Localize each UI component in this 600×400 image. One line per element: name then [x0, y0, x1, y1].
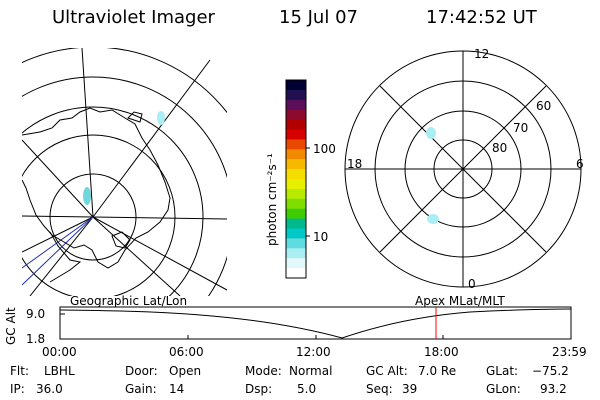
colorbar-band: [286, 248, 306, 259]
gc-alt-label: GC Alt:: [366, 364, 408, 378]
colorbar-band: [286, 129, 306, 140]
coastline: [127, 111, 143, 123]
meridian-line: [81, 48, 94, 218]
geographic-map: [22, 48, 227, 296]
glat-value: −75.2: [532, 364, 569, 378]
mode-label: Mode:: [245, 364, 282, 378]
dsp-label: Dsp:: [245, 382, 273, 396]
colorbar-band: [286, 80, 306, 91]
glat-label: GLat:: [486, 364, 519, 378]
colorbar-tick-label: 100: [313, 142, 336, 156]
blue-line: [22, 216, 94, 286]
colorbar-frame: [285, 79, 307, 279]
door-value: Open: [169, 364, 202, 378]
altitude-curve: [59, 308, 572, 339]
colorbar-band: [286, 198, 306, 210]
blue-line: [22, 216, 94, 269]
coastline: [49, 231, 82, 283]
colorbar-band: [286, 109, 306, 121]
coastline: [22, 107, 171, 269]
colorbar-band: [286, 119, 306, 130]
meridian-line: [22, 216, 94, 253]
glon-label: GLon:: [486, 382, 521, 396]
colorbar-band: [286, 228, 306, 239]
colorbar-band: [286, 139, 306, 150]
mlat-label-70: 70: [513, 121, 529, 135]
colorbar-band: [286, 99, 306, 111]
filter-value: LBHL: [44, 364, 75, 378]
time-label: 17:42:52 UT: [426, 7, 537, 28]
meridian-line: [92, 216, 227, 220]
colorbar-band: [286, 268, 306, 279]
timeline-xtick-label: 12:00: [296, 345, 331, 359]
timeline-xtick-label: 06:00: [169, 345, 204, 359]
colorbar-band: [286, 218, 306, 229]
geographic-caption: Geographic Lat/Lon: [70, 294, 188, 308]
glon-value: 93.2: [540, 382, 567, 396]
mlt-label-6: 6: [576, 157, 584, 171]
meridian-line: [92, 216, 227, 291]
aurora-blob: [157, 111, 165, 125]
gc-alt-value: 7.0 Re: [418, 364, 457, 378]
meridian-line: [29, 216, 94, 296]
latitude-circle: [22, 134, 176, 296]
colorbar-band: [286, 188, 306, 200]
aurora-blob: [427, 214, 439, 224]
latitude-circle: [22, 76, 227, 296]
mlt-line: [379, 85, 547, 253]
timeline-ytick-label: 9.0: [26, 307, 46, 321]
gain-label: Gain:: [125, 382, 157, 396]
colorbar-band: [286, 159, 306, 170]
mode-value: Normal: [289, 364, 333, 378]
colorbar-band: [286, 89, 306, 101]
colorbar: [286, 80, 306, 279]
colorbar-unit-label: photon cm⁻²s⁻¹: [265, 153, 279, 246]
filter-label: Flt:: [10, 364, 29, 378]
colorbar-band: [286, 208, 306, 220]
colorbar-band: [286, 149, 306, 160]
timeline-xtick-label: 00:00: [42, 345, 77, 359]
ip-value: 36.0: [36, 382, 63, 396]
colorbar-band: [286, 258, 306, 269]
door-label: Door:: [125, 364, 158, 378]
mlt-label-0: 0: [468, 277, 476, 291]
date-label: 15 Jul 07: [279, 7, 358, 28]
aurora-blob: [83, 187, 91, 205]
timeline-plot: [59, 306, 572, 340]
timeline-ytick-label: 1.8: [26, 332, 46, 346]
mlt-label-18: 18: [347, 157, 363, 171]
mlat-mlt-map: [344, 50, 582, 288]
coastline: [111, 231, 131, 249]
gain-value: 14: [169, 382, 185, 396]
dsp-value: 5.0: [297, 382, 317, 396]
meridian-line: [22, 139, 94, 218]
latitude-circle: [22, 106, 204, 296]
instrument-title: Ultraviolet Imager: [52, 7, 215, 28]
timeline-xtick-label: 18:00: [424, 345, 459, 359]
mlat-label-80: 80: [492, 141, 508, 155]
seq-value: 39: [402, 382, 418, 396]
timeline-xtick-label: 23:59: [552, 345, 587, 359]
apex-caption: Apex MLat/MLT: [415, 294, 505, 308]
latitude-circle: [49, 173, 137, 261]
timeline-ylabel: GC Alt: [4, 307, 18, 345]
meridian-line: [22, 215, 94, 218]
mlat-label-60: 60: [536, 99, 552, 113]
ip-label: IP:: [10, 382, 25, 396]
meridian-line: [92, 59, 211, 218]
seq-label: Seq:: [366, 382, 393, 396]
colorbar-band: [286, 179, 306, 190]
colorbar-band: [286, 238, 306, 249]
colorbar-band: [286, 169, 306, 180]
aurora-blob: [426, 127, 436, 139]
meridian-line: [92, 216, 181, 296]
mlt-label-12: 12: [474, 47, 490, 61]
colorbar-tick-label: 10: [313, 230, 329, 244]
